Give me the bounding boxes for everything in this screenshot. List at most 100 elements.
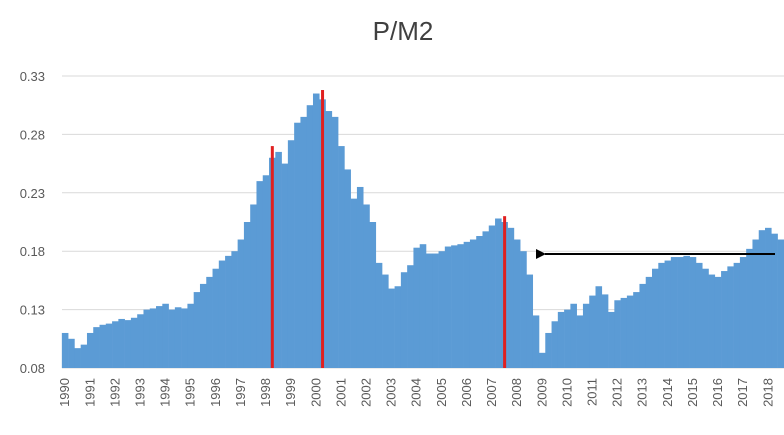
bar bbox=[739, 257, 747, 368]
bar bbox=[275, 151, 282, 368]
bar bbox=[721, 271, 728, 368]
bar bbox=[206, 276, 213, 368]
bar bbox=[595, 286, 603, 368]
bar bbox=[382, 274, 389, 368]
bar bbox=[526, 274, 534, 368]
bar bbox=[306, 105, 314, 368]
bar bbox=[495, 218, 502, 368]
bar bbox=[218, 260, 226, 368]
bar bbox=[105, 323, 113, 368]
bar bbox=[608, 311, 615, 368]
bar bbox=[488, 225, 496, 368]
bar bbox=[270, 146, 274, 368]
bar bbox=[570, 303, 577, 368]
bar bbox=[476, 236, 483, 368]
y-tick-label: 0.28 bbox=[20, 127, 45, 142]
x-tick-label: 2011 bbox=[585, 378, 600, 406]
bar bbox=[652, 268, 659, 368]
bar bbox=[281, 163, 289, 368]
bar bbox=[344, 169, 351, 368]
x-tick-label: 2001 bbox=[333, 378, 348, 407]
bar bbox=[68, 338, 75, 368]
bar bbox=[639, 283, 647, 368]
x-tick-label: 1997 bbox=[233, 378, 248, 407]
y-tick-label: 0.23 bbox=[20, 186, 45, 201]
bar bbox=[237, 239, 245, 368]
bar bbox=[432, 253, 439, 368]
bar bbox=[708, 274, 716, 368]
x-tick-label: 2012 bbox=[610, 378, 625, 407]
y-tick-label: 0.08 bbox=[20, 361, 45, 376]
bar bbox=[143, 309, 151, 368]
bar bbox=[99, 324, 107, 368]
bar bbox=[231, 251, 238, 368]
bar bbox=[350, 198, 358, 368]
bar bbox=[532, 315, 540, 368]
x-tick-label: 1999 bbox=[283, 378, 298, 407]
chart-title: P/M2 bbox=[373, 16, 434, 46]
bar bbox=[407, 265, 414, 368]
x-tick-label: 1996 bbox=[208, 378, 223, 407]
bar bbox=[356, 186, 364, 368]
bar bbox=[262, 175, 270, 368]
bar bbox=[482, 231, 490, 368]
bar bbox=[451, 245, 458, 368]
bar bbox=[300, 116, 308, 368]
x-tick-label: 2013 bbox=[635, 378, 650, 407]
x-tick-label: 1993 bbox=[132, 378, 147, 407]
bar bbox=[375, 262, 383, 368]
bar bbox=[520, 251, 527, 368]
bar bbox=[369, 222, 377, 368]
x-tick-label: 2010 bbox=[559, 378, 574, 407]
bar bbox=[695, 262, 703, 368]
bar bbox=[325, 111, 333, 368]
bar bbox=[538, 352, 546, 368]
bar bbox=[589, 295, 596, 368]
bar bbox=[444, 246, 452, 368]
x-tick-label: 1991 bbox=[82, 378, 97, 407]
x-tick-label: 2017 bbox=[735, 378, 750, 407]
x-tick-label: 2014 bbox=[660, 378, 675, 407]
bar bbox=[419, 244, 427, 368]
bar bbox=[683, 255, 690, 368]
bar bbox=[112, 321, 119, 368]
x-tick-label: 1990 bbox=[57, 378, 72, 407]
bar bbox=[626, 295, 634, 368]
bar bbox=[394, 286, 402, 368]
bar bbox=[80, 344, 88, 368]
bar bbox=[243, 222, 251, 368]
x-tick-label: 2002 bbox=[358, 378, 373, 407]
bar bbox=[256, 181, 264, 368]
bar bbox=[457, 244, 464, 368]
x-tick-label: 2006 bbox=[459, 378, 474, 407]
x-tick-label: 1995 bbox=[183, 378, 198, 407]
bar bbox=[287, 140, 295, 368]
bar bbox=[463, 241, 471, 368]
x-tick-label: 1992 bbox=[107, 378, 122, 407]
x-tick-label: 2003 bbox=[384, 378, 399, 407]
x-tick-label: 2018 bbox=[760, 378, 775, 407]
y-tick-label: 0.13 bbox=[20, 303, 45, 318]
bar bbox=[601, 294, 609, 368]
bar bbox=[752, 239, 760, 368]
x-tick-label: 2016 bbox=[710, 378, 725, 407]
bar bbox=[193, 292, 201, 368]
bar bbox=[86, 332, 94, 368]
bar bbox=[702, 268, 709, 368]
bar bbox=[400, 272, 408, 368]
bar bbox=[645, 276, 653, 368]
bar bbox=[388, 288, 395, 368]
x-tick-label: 2008 bbox=[509, 378, 524, 407]
x-tick-label: 1998 bbox=[258, 378, 273, 407]
bar bbox=[156, 306, 163, 368]
bar bbox=[331, 116, 339, 368]
bar bbox=[321, 90, 325, 369]
bar bbox=[61, 332, 69, 368]
bar bbox=[130, 317, 138, 368]
y-tick-label: 0.18 bbox=[20, 244, 45, 259]
bar bbox=[545, 332, 552, 368]
bar bbox=[664, 260, 672, 368]
bar bbox=[670, 257, 678, 368]
bar bbox=[250, 204, 257, 368]
bar bbox=[162, 303, 169, 368]
